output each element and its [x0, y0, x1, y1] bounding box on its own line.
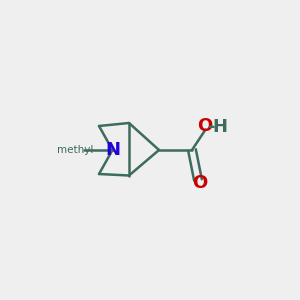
Text: -: - — [208, 118, 215, 136]
Text: methyl: methyl — [57, 145, 93, 155]
Text: N: N — [105, 141, 120, 159]
Text: O: O — [197, 117, 212, 135]
Text: O: O — [192, 174, 207, 192]
Text: H: H — [212, 118, 227, 136]
